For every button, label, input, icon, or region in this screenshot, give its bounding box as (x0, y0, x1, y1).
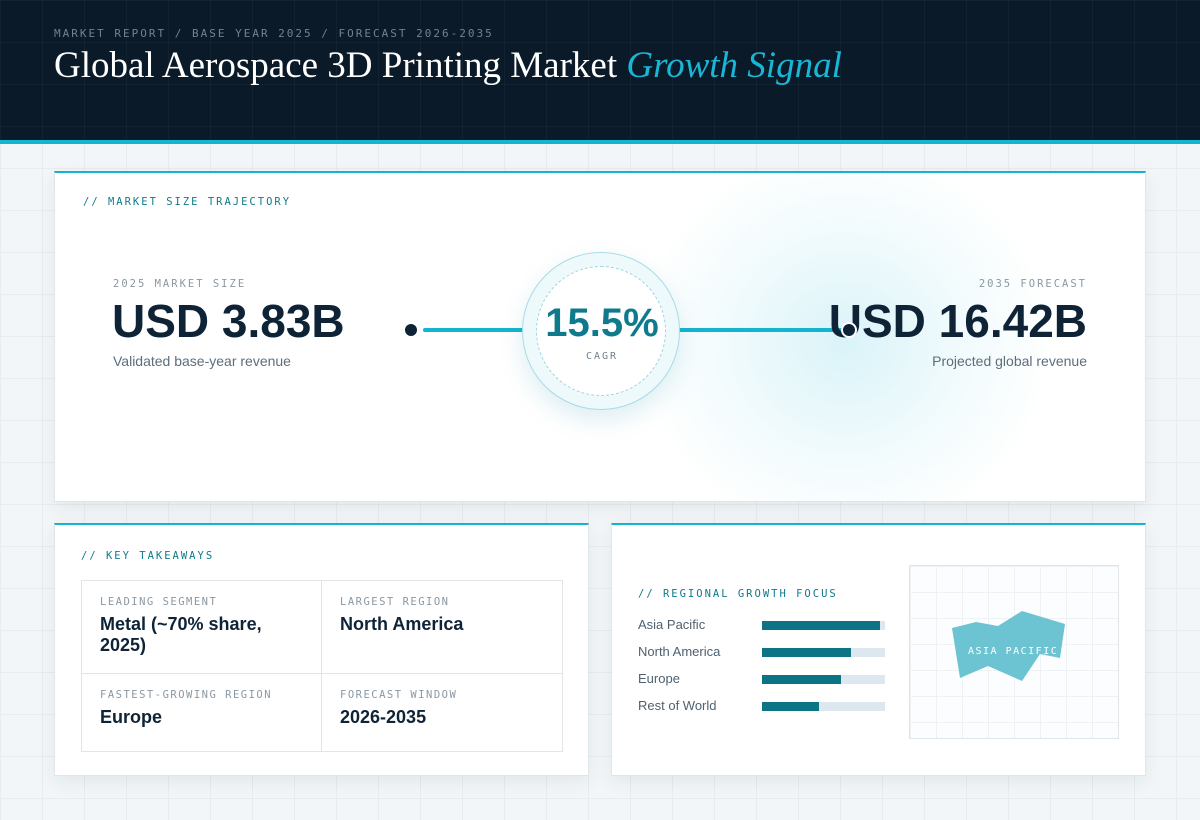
trajectory-card: // MARKET SIZE TRAJECTORY 2025 MARKET SI… (54, 171, 1146, 502)
trajectory-end-dot (841, 322, 857, 338)
forecast-subtitle: Projected global revenue (932, 353, 1087, 369)
region-map: ASIA PACIFIC (909, 565, 1119, 739)
grid-divider-horizontal (82, 673, 562, 674)
region-bar-fill (762, 621, 881, 630)
region-bar-row: Europe (638, 670, 888, 690)
takeaway-value: Europe (100, 707, 163, 727)
region-bar-track (762, 702, 885, 711)
cagr-badge: 15.5% CAGR (522, 252, 680, 410)
takeaway-value: 2026-2035 (340, 707, 427, 727)
regional-card: // REGIONAL GROWTH FOCUS Asia Pacific No… (611, 523, 1146, 776)
cagr-inner-ring: 15.5% CAGR (536, 266, 666, 396)
region-bar-label: Europe (638, 671, 680, 686)
takeaway-key: LARGEST REGION (340, 596, 450, 608)
region-bar-track (762, 648, 885, 657)
base-size-value: USD 3.83B (112, 295, 345, 347)
region-bar-row: Asia Pacific (638, 616, 888, 636)
takeaways-section-label: // KEY TAKEAWAYS (81, 550, 215, 562)
map-region-label: ASIA PACIFIC (968, 646, 1059, 657)
grid-divider-vertical (321, 581, 322, 751)
region-bar-fill (762, 648, 851, 657)
takeaway-value: North America (340, 614, 464, 634)
region-bar-label: North America (638, 644, 721, 659)
asia-pacific-shape-icon (952, 611, 1065, 681)
takeaways-card: // KEY TAKEAWAYS LEADING SEGMENT Metal (… (54, 523, 589, 776)
region-bar-row: Rest of World (638, 697, 888, 717)
takeaway-leading-segment: LEADING SEGMENT Metal (~70% share, 2025) (100, 596, 310, 656)
regional-section-label: // REGIONAL GROWTH FOCUS (638, 588, 838, 600)
page-title: Global Aerospace 3D Printing Market Grow… (54, 44, 842, 87)
header: MARKET REPORT / BASE YEAR 2025 / FORECAS… (0, 0, 1200, 144)
trajectory-section-label: // MARKET SIZE TRAJECTORY (83, 196, 292, 208)
takeaway-key: FASTEST-GROWING REGION (100, 689, 273, 701)
trajectory-start-dot (403, 322, 419, 338)
forecast-value: USD 16.42B (828, 295, 1087, 347)
region-bar-fill (762, 675, 841, 684)
takeaways-grid: LEADING SEGMENT Metal (~70% share, 2025)… (81, 580, 563, 752)
region-bar-track (762, 675, 885, 684)
takeaway-forecast-window: FORECAST WINDOW 2026-2035 (340, 689, 550, 728)
cagr-label: CAGR (585, 351, 619, 362)
region-bar-fill (762, 702, 819, 711)
base-size-label: 2025 MARKET SIZE (113, 278, 247, 290)
takeaway-value: Metal (~70% share, 2025) (100, 614, 262, 655)
region-bar-track (762, 621, 885, 630)
region-bar-label: Rest of World (638, 698, 717, 713)
region-bar-label: Asia Pacific (638, 617, 706, 632)
page-title-accent: Growth Signal (626, 45, 842, 86)
takeaway-largest-region: LARGEST REGION North America (340, 596, 550, 635)
takeaway-fastest-region: FASTEST-GROWING REGION Europe (100, 689, 310, 728)
takeaway-key: LEADING SEGMENT (100, 596, 218, 608)
takeaway-key: FORECAST WINDOW (340, 689, 458, 701)
forecast-label: 2035 FORECAST (978, 278, 1087, 290)
cagr-value: 15.5% (545, 301, 659, 345)
breadcrumb: MARKET REPORT / BASE YEAR 2025 / FORECAS… (54, 27, 494, 40)
page-title-main: Global Aerospace 3D Printing Market (54, 45, 618, 86)
base-size-subtitle: Validated base-year revenue (113, 353, 291, 369)
region-bar-row: North America (638, 643, 888, 663)
